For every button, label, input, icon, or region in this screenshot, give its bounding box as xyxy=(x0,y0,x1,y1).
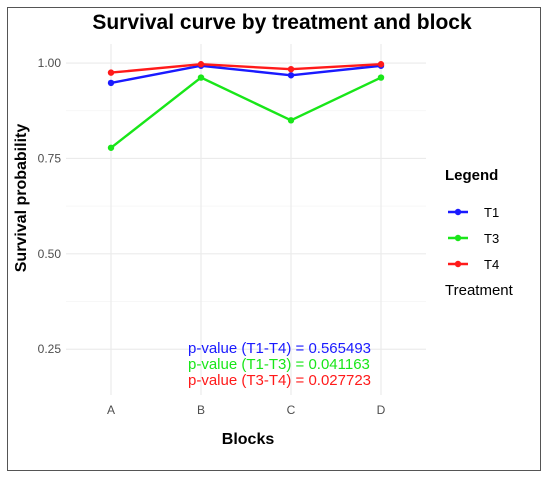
figure-frame xyxy=(7,7,541,471)
series-line-t1 xyxy=(110,64,382,85)
grid xyxy=(66,44,426,395)
p-value-annotation: p-value (T1-T4) = 0.565493 xyxy=(188,340,371,357)
series-line-t4 xyxy=(110,63,382,74)
data-point-t4 xyxy=(197,61,205,68)
data-point-t3 xyxy=(287,117,295,124)
y-tick-label: 0.50 xyxy=(38,247,62,261)
data-point-t3 xyxy=(107,144,115,151)
data-point-t1 xyxy=(287,72,295,79)
legend-label-t4: T4 xyxy=(484,257,499,272)
y-tick-label: 0.75 xyxy=(38,151,62,165)
data-point-t4 xyxy=(107,69,115,76)
legend: Legend T1 T3 T4 Treatment xyxy=(445,167,514,299)
legend-items: T1 T3 T4 xyxy=(448,205,499,272)
data-point-t3 xyxy=(377,74,385,81)
y-axis-title: Survival probability xyxy=(13,124,30,273)
y-tick-label: 1.00 xyxy=(38,56,62,70)
x-axis-title: Blocks xyxy=(222,431,275,448)
x-tick-label: C xyxy=(287,403,296,417)
x-tick-label: A xyxy=(107,403,115,417)
legend-label-t1: T1 xyxy=(484,205,499,220)
p-value-annotation: p-value (T1-T3) = 0.041163 xyxy=(188,356,370,373)
legend-subtitle: Treatment xyxy=(445,282,514,299)
y-tick-labels: 0.25 0.50 0.75 1.00 xyxy=(38,56,62,356)
legend-label-t3: T3 xyxy=(484,231,499,246)
series-lines xyxy=(110,63,382,149)
data-point-t3 xyxy=(197,74,205,81)
series-points xyxy=(107,61,385,151)
chart-title: Survival curve by treatment and block xyxy=(92,11,472,34)
p-value-annotation: p-value (T3-T4) = 0.027723 xyxy=(188,372,371,389)
x-tick-label: D xyxy=(377,403,386,417)
data-point-t1 xyxy=(107,79,115,87)
x-tick-label: B xyxy=(197,403,205,417)
legend-key-point xyxy=(454,208,462,216)
data-point-t4 xyxy=(377,61,385,68)
data-point-t4 xyxy=(287,65,295,73)
legend-key-point xyxy=(454,234,462,242)
legend-key-point xyxy=(454,260,462,268)
y-tick-label: 0.25 xyxy=(38,342,62,356)
x-tick-labels: A B C D xyxy=(107,403,386,417)
legend-title: Legend xyxy=(445,167,498,184)
series-line-t3 xyxy=(110,76,382,149)
